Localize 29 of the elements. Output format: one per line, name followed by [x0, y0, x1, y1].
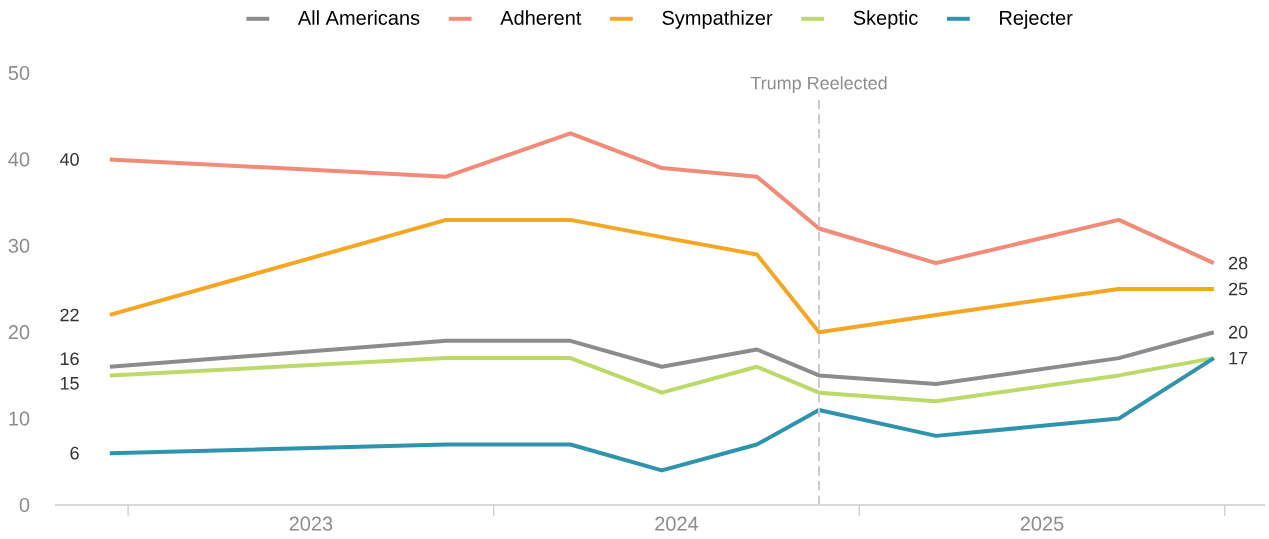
- data-label: 15: [60, 377, 79, 390]
- data-label: 20: [1229, 325, 1248, 339]
- x-tick-label: 2024: [655, 516, 699, 531]
- legend-label: All Americans: [297, 10, 420, 25]
- x-tick-label: 2025: [1020, 516, 1064, 531]
- data-label: 25: [1229, 282, 1248, 296]
- data-label: 17: [1229, 351, 1248, 365]
- ref-line-label: Trump Reelected: [750, 76, 887, 94]
- data-label: 16: [60, 352, 79, 366]
- line-series: [107, 131, 1216, 266]
- line-series: [107, 356, 1216, 404]
- y-tick-label: 50: [8, 65, 30, 81]
- legend-label: Sympathizer: [662, 10, 773, 29]
- y-tick-label: 0: [19, 497, 30, 513]
- legend-label: Rejecter: [1000, 10, 1073, 29]
- data-label: 6: [70, 446, 79, 460]
- y-tick-label: 10: [9, 411, 30, 426]
- y-tick-label: 20: [8, 325, 30, 340]
- y-tick-label: 40: [8, 152, 30, 167]
- line-series: [107, 217, 1216, 335]
- y-tick-label: 30: [8, 238, 30, 253]
- line-series: [107, 356, 1216, 473]
- data-label: 22: [60, 308, 79, 322]
- line-series: [107, 330, 1216, 387]
- x-tick-label: 2023: [289, 516, 333, 531]
- legend-label: Adherent: [500, 10, 582, 25]
- data-label: 40: [59, 153, 79, 166]
- legend-label: Skeptic: [853, 10, 918, 29]
- data-label: 28: [1229, 256, 1248, 270]
